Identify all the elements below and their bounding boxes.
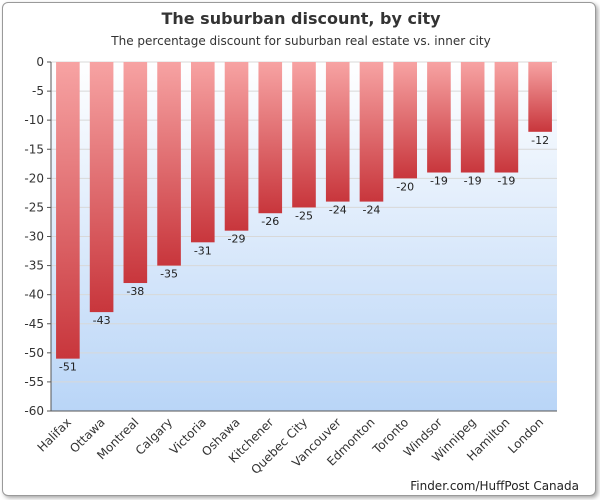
x-tick-label: London (505, 415, 546, 456)
data-label: -38 (126, 285, 144, 298)
data-label: -19 (430, 175, 448, 188)
bar (89, 62, 114, 313)
source-credit: Finder.com/HuffPost Canada (410, 479, 579, 493)
y-tick-label: -45 (24, 317, 44, 331)
y-tick-label: -60 (24, 404, 44, 418)
data-label: -29 (228, 233, 246, 246)
bar (123, 62, 148, 284)
bar (258, 62, 283, 214)
data-label: -25 (295, 209, 313, 222)
bar (460, 62, 485, 173)
data-label: -19 (497, 175, 515, 188)
bar (292, 62, 316, 208)
bar (528, 62, 552, 132)
data-label: -26 (261, 215, 279, 228)
bar (359, 62, 384, 202)
y-tick-label: -10 (24, 113, 44, 127)
bar (157, 62, 181, 266)
chart-subtitle: The percentage discount for suburban rea… (111, 34, 491, 48)
bar (393, 62, 418, 179)
data-label: -12 (531, 134, 549, 147)
data-label: -35 (160, 268, 178, 281)
bar (224, 62, 249, 231)
y-tick-label: -50 (24, 346, 44, 360)
bar (427, 62, 451, 173)
y-tick-label: -30 (24, 230, 44, 244)
y-tick-label: -35 (24, 259, 44, 273)
y-tick-label: -40 (24, 288, 44, 302)
chart-title: The suburban discount, by city (161, 9, 441, 28)
y-tick-label: -5 (32, 84, 44, 98)
y-tick-label: -15 (24, 142, 44, 156)
x-tick-label: Halifax (35, 415, 74, 454)
data-label: -51 (59, 361, 77, 374)
bar (325, 62, 350, 202)
bar-chart: -51 -43 -38 -35 -31 -29 -26 -25 -24 -24 -20 -19 -19 -… (24, 55, 557, 477)
chart-frame: The suburban discount, by city The perce… (2, 2, 596, 496)
data-label: -24 (362, 204, 380, 217)
y-tick-label: -55 (24, 375, 44, 389)
data-label: -31 (194, 244, 212, 257)
data-label: -24 (329, 204, 347, 217)
y-tick-label: -20 (24, 171, 44, 185)
y-tick-label: -25 (24, 200, 44, 214)
x-tick-label: Calgary (133, 415, 175, 457)
bar (190, 62, 215, 243)
bar (494, 62, 519, 173)
y-tick-label: 0 (36, 55, 44, 69)
data-label: -20 (396, 180, 414, 193)
data-label: -43 (93, 314, 111, 327)
data-label: -19 (464, 175, 482, 188)
bar (56, 62, 80, 359)
